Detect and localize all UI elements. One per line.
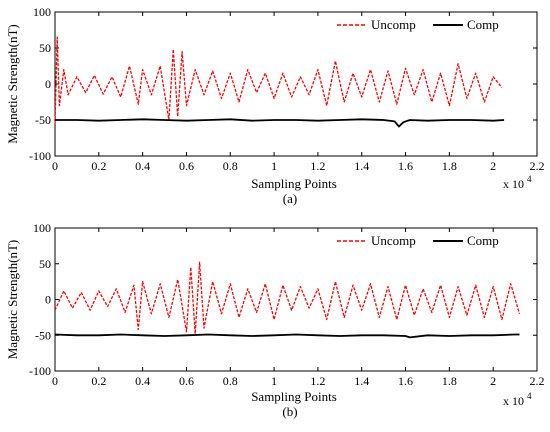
y-axis-label: Magnetic Strength(nT): [5, 24, 20, 144]
plot-area: [54, 11, 538, 157]
x-tick-label: 1.6: [398, 159, 413, 173]
x-tick-label: 1.8: [442, 159, 457, 173]
x-scale-exponent: 4: [527, 391, 532, 401]
y-tick-label: 50: [39, 41, 51, 55]
x-tick-label: 0.2: [91, 374, 106, 388]
series-line-uncomp: [54, 36, 503, 124]
x-tick-label: 0: [52, 159, 58, 173]
y-tick-label: -50: [35, 328, 51, 342]
x-tick-label: 0.8: [223, 374, 238, 388]
x-tick-label: 1.6: [398, 374, 413, 388]
x-tick-label: 2.2: [530, 374, 545, 388]
x-scale-exponent: 4: [527, 174, 532, 184]
x-tick-label: 1.8: [442, 374, 457, 388]
x-scale-label: x 10: [503, 177, 524, 191]
y-axis-label: Magnetic Strength(nT): [5, 240, 20, 360]
y-tick-label: 0: [45, 293, 51, 307]
x-tick-label: 1.4: [354, 159, 369, 173]
x-tick-label: 1.2: [310, 374, 325, 388]
y-tick-label: 50: [39, 257, 51, 271]
x-tick-label: 1.2: [310, 159, 325, 173]
x-tick-label: 0.4: [135, 159, 150, 173]
y-tick-label: -100: [29, 149, 51, 163]
x-tick-label: 2: [490, 159, 496, 173]
legend-label-comp: Comp: [467, 233, 499, 248]
x-tick-label: 2.2: [530, 159, 545, 173]
x-tick-label: 1: [271, 374, 277, 388]
x-tick-label: 0.8: [223, 159, 238, 173]
legend-label-uncomp: Uncomp: [371, 233, 416, 248]
panel-label: (a): [283, 191, 297, 206]
panel-a: 0 0.2 0.4 0.6 0.8 1 1.2 1.4 1.6 1.8 2 2.2 -100 -50 0 50…: [5, 5, 545, 206]
legend-label-comp: Comp: [467, 17, 499, 32]
x-tick-label: 0: [52, 374, 58, 388]
x-tick-label: 0.4: [135, 374, 150, 388]
y-tick-label: -50: [35, 113, 51, 127]
panel-b: 0 0.2 0.4 0.6 0.8 1 1.2 1.4 1.6 1.8 2 2.2 -100 -50 0 50…: [5, 221, 545, 419]
series-line-comp: [54, 333, 520, 339]
x-tick-label: 1.4: [354, 374, 369, 388]
y-tick-label: 0: [45, 77, 51, 91]
panel-label: (b): [282, 404, 297, 419]
x-tick-label: 2: [490, 374, 496, 388]
x-scale-label: x 10: [503, 394, 524, 408]
series-line-comp: [55, 118, 505, 128]
x-tick-label: 0.6: [179, 374, 194, 388]
y-tick-label: 100: [33, 221, 51, 235]
x-axis-label: Sampling Points: [251, 389, 337, 404]
x-tick-label: 0.2: [91, 159, 106, 173]
x-axis-label: Sampling Points: [251, 176, 337, 191]
legend-label-uncomp: Uncomp: [371, 17, 416, 32]
x-tick-label: 1: [271, 159, 277, 173]
y-tick-label: 100: [33, 5, 51, 19]
y-tick-label: -100: [29, 364, 51, 378]
x-tick-label: 0.6: [179, 159, 194, 173]
